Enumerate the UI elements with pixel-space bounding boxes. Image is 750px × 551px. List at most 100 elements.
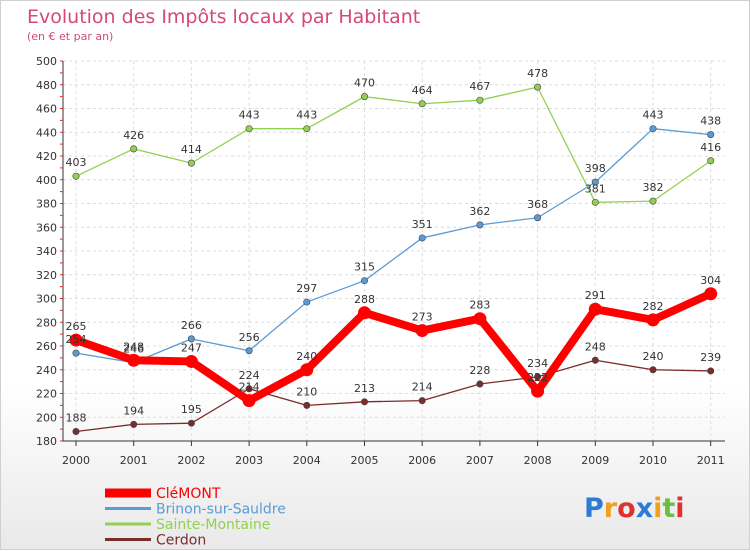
data-point: [649, 197, 657, 205]
y-tick-label: 420: [36, 150, 57, 163]
data-label: 416: [700, 141, 721, 154]
x-tick-label: 2004: [293, 454, 321, 467]
data-label: 248: [123, 340, 144, 353]
data-point: [415, 324, 429, 338]
legend-label: CléMONT: [156, 486, 221, 502]
y-tick-label: 460: [36, 103, 57, 116]
logo-letter: P: [584, 493, 604, 524]
chart-title: Evolution des Impôts locaux par Habitant: [27, 6, 420, 28]
legend-label: Brinon-sur-Sauldre: [156, 502, 286, 518]
y-tick-label: 320: [36, 269, 57, 282]
data-point: [72, 427, 80, 435]
data-point: [127, 353, 141, 367]
data-point: [303, 401, 311, 409]
legend-label: Sainte-Montaine: [156, 517, 270, 533]
data-label: 247: [181, 341, 202, 354]
proxiti-logo: Proxiti: [584, 493, 685, 524]
data-label: 240: [643, 350, 664, 363]
data-label: 188: [66, 412, 87, 425]
data-label: 283: [469, 299, 490, 312]
data-point: [184, 354, 198, 368]
data-label: 426: [123, 129, 144, 142]
data-label: 438: [700, 115, 721, 128]
data-label: 256: [239, 331, 260, 344]
y-tick-label: 360: [36, 221, 57, 234]
data-point: [242, 394, 256, 408]
data-point: [130, 145, 138, 153]
data-label: 297: [296, 282, 317, 295]
logo-letter: t: [662, 493, 675, 524]
data-label: 266: [181, 319, 202, 332]
data-point: [531, 384, 545, 398]
logo-letter: i: [675, 493, 684, 524]
y-tick-label: 260: [36, 340, 57, 353]
x-tick-label: 2002: [177, 454, 205, 467]
data-point: [591, 178, 599, 186]
data-point: [707, 131, 715, 139]
data-point: [418, 234, 426, 242]
data-label: 222: [527, 371, 548, 384]
data-point: [534, 83, 542, 91]
data-point: [72, 172, 80, 180]
proxiti-logo-text: Proxiti: [584, 493, 685, 524]
data-label: 195: [181, 403, 202, 416]
data-label: 398: [585, 162, 606, 175]
data-label: 443: [239, 109, 260, 122]
data-label: 478: [527, 67, 548, 80]
data-point: [707, 157, 715, 165]
y-tick-label: 500: [36, 55, 57, 68]
series-line-1: [75, 128, 712, 364]
y-tick-label: 340: [36, 245, 57, 258]
data-label: 240: [296, 350, 317, 363]
x-tick-label: 2007: [466, 454, 494, 467]
data-label: 228: [469, 364, 490, 377]
data-label: 239: [700, 351, 721, 364]
y-tick-label: 480: [36, 79, 57, 92]
data-point: [358, 306, 371, 320]
data-label: 234: [527, 357, 548, 370]
data-point: [187, 419, 195, 427]
data-point: [360, 93, 368, 101]
data-label: 291: [585, 289, 606, 302]
x-tick-label: 2010: [639, 454, 667, 467]
data-point: [418, 100, 426, 108]
data-point: [245, 125, 253, 133]
data-label: 403: [66, 156, 87, 169]
data-point: [473, 312, 487, 326]
data-point: [130, 420, 138, 428]
data-point: [534, 373, 542, 381]
y-tick-label: 240: [36, 364, 57, 377]
data-point: [360, 398, 368, 406]
data-label: 315: [354, 261, 375, 274]
data-point: [187, 335, 195, 343]
data-label: 288: [354, 293, 375, 306]
data-label: 304: [700, 274, 721, 287]
data-label: 443: [643, 109, 664, 122]
data-label: 282: [643, 300, 664, 313]
y-tick-label: 220: [36, 388, 57, 401]
x-tick-label: 2009: [581, 454, 609, 467]
data-point: [707, 367, 715, 375]
data-point: [476, 380, 484, 388]
data-label: 248: [585, 340, 606, 353]
data-point: [588, 302, 602, 316]
data-point: [591, 198, 599, 206]
data-label: 210: [296, 385, 317, 398]
data-label: 464: [412, 84, 433, 97]
data-label: 443: [296, 109, 317, 122]
data-label: 224: [239, 369, 260, 382]
data-label: 214: [239, 381, 260, 394]
data-label: 351: [412, 218, 433, 231]
series-line-2: [75, 86, 712, 203]
logo-letter: i: [653, 493, 662, 524]
x-tick-label: 2006: [408, 454, 436, 467]
axes: 180 200 220 240 260 280 300 320 340 360 380 400 420 4…: [36, 55, 725, 467]
y-tick-label: 180: [36, 435, 57, 448]
data-point: [72, 349, 80, 357]
data-point: [418, 397, 426, 405]
y-tick-label: 200: [36, 411, 57, 424]
logo-letter: x: [636, 493, 653, 524]
data-point: [534, 214, 542, 222]
